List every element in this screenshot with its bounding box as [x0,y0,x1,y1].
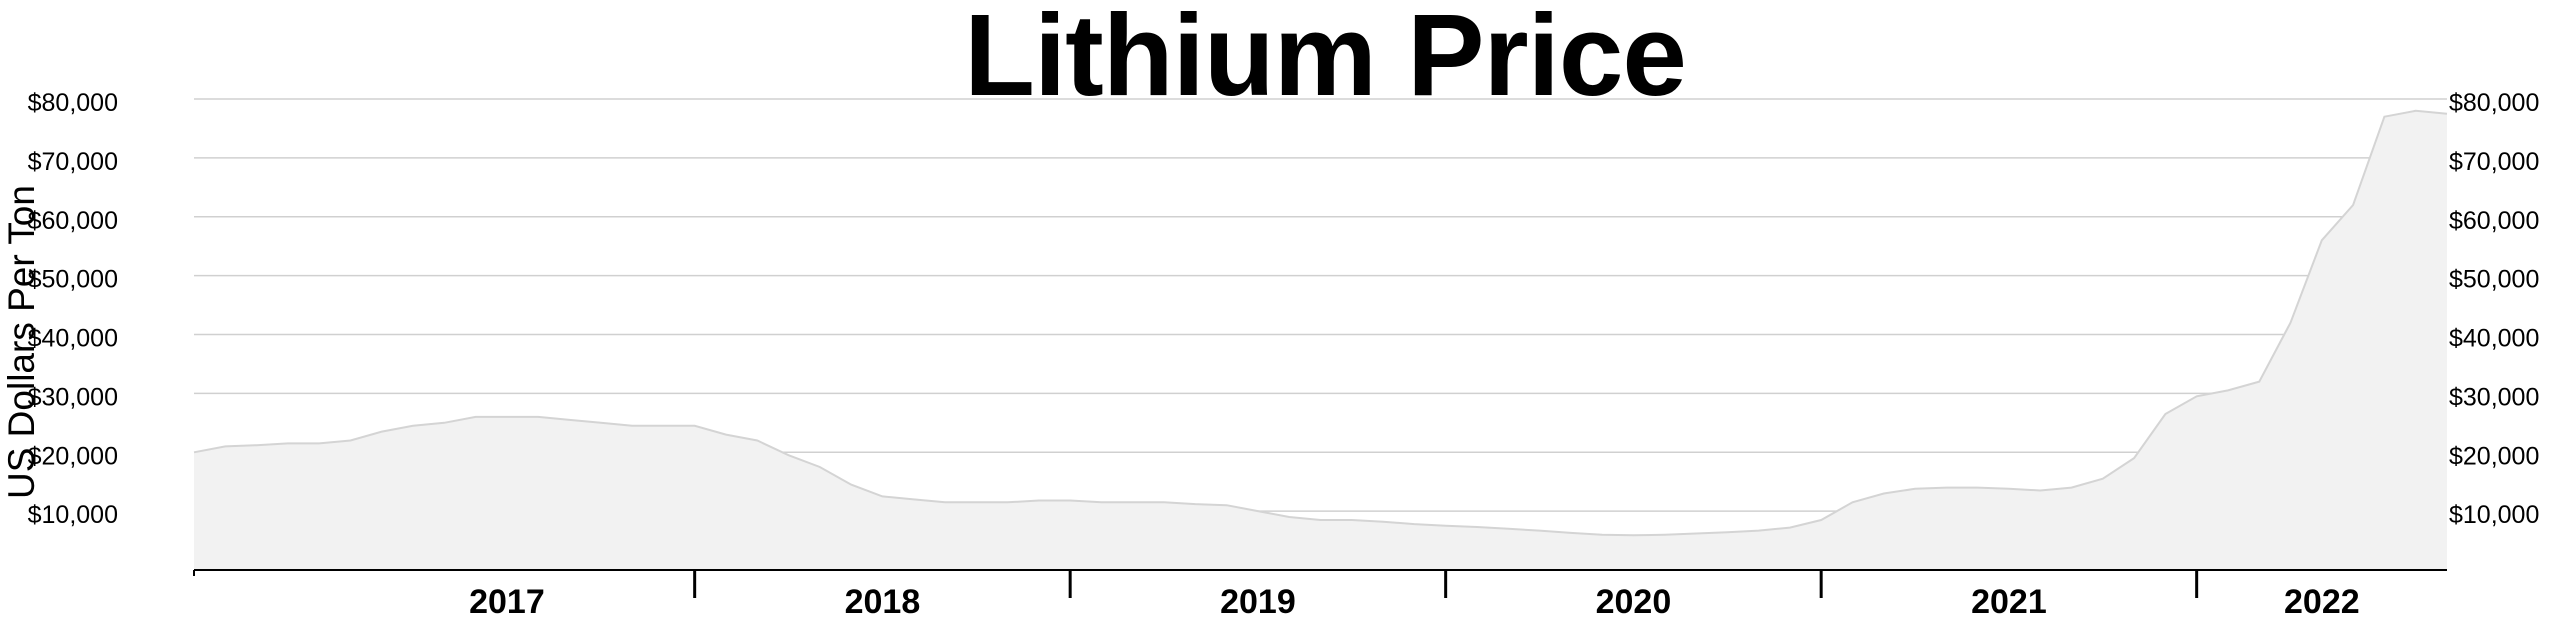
y-tick-label: $50,000 [28,266,118,294]
x-tick-label: 2022 [2284,583,2360,619]
y-tick-label: $70,000 [2449,148,2539,176]
y-tick-label: $80,000 [2449,89,2539,117]
y-tick-label: $40,000 [2449,325,2539,353]
y-tick-label: $30,000 [2449,383,2539,411]
y-tick-labels-right: $10,000 $20,000 $30,000 $40,000 $50,000 $60,0… [2449,89,2539,529]
y-tick-label: $60,000 [2449,207,2539,235]
x-tick-label: 2018 [845,583,921,619]
price-area [194,110,2447,571]
y-tick-label: $10,000 [2449,501,2539,529]
x-axis-ticks: 2017 2018 2019 2020 2021 2022 [193,570,2360,619]
y-tick-label: $50,000 [2449,266,2539,294]
price-line [193,109,2448,537]
y-tick-label: $60,000 [28,207,118,235]
y-tick-label: $10,000 [28,501,118,529]
y-tick-label: $80,000 [28,89,118,117]
y-tick-label: $20,000 [2449,442,2539,470]
x-tick-label: 2017 [469,583,545,619]
x-tick-label: 2021 [1971,583,2047,619]
y-tick-label: $30,000 [28,383,118,411]
y-tick-label: $20,000 [28,442,118,470]
y-tick-label: $70,000 [28,148,118,176]
x-tick-label: 2019 [1220,583,1296,619]
y-tick-labels-left: $10,000 $20,000 $30,000 $40,000 $50,000 $60,0… [28,89,118,529]
y-tick-label: $40,000 [28,325,118,353]
x-tick-label: 2020 [1596,583,1672,619]
